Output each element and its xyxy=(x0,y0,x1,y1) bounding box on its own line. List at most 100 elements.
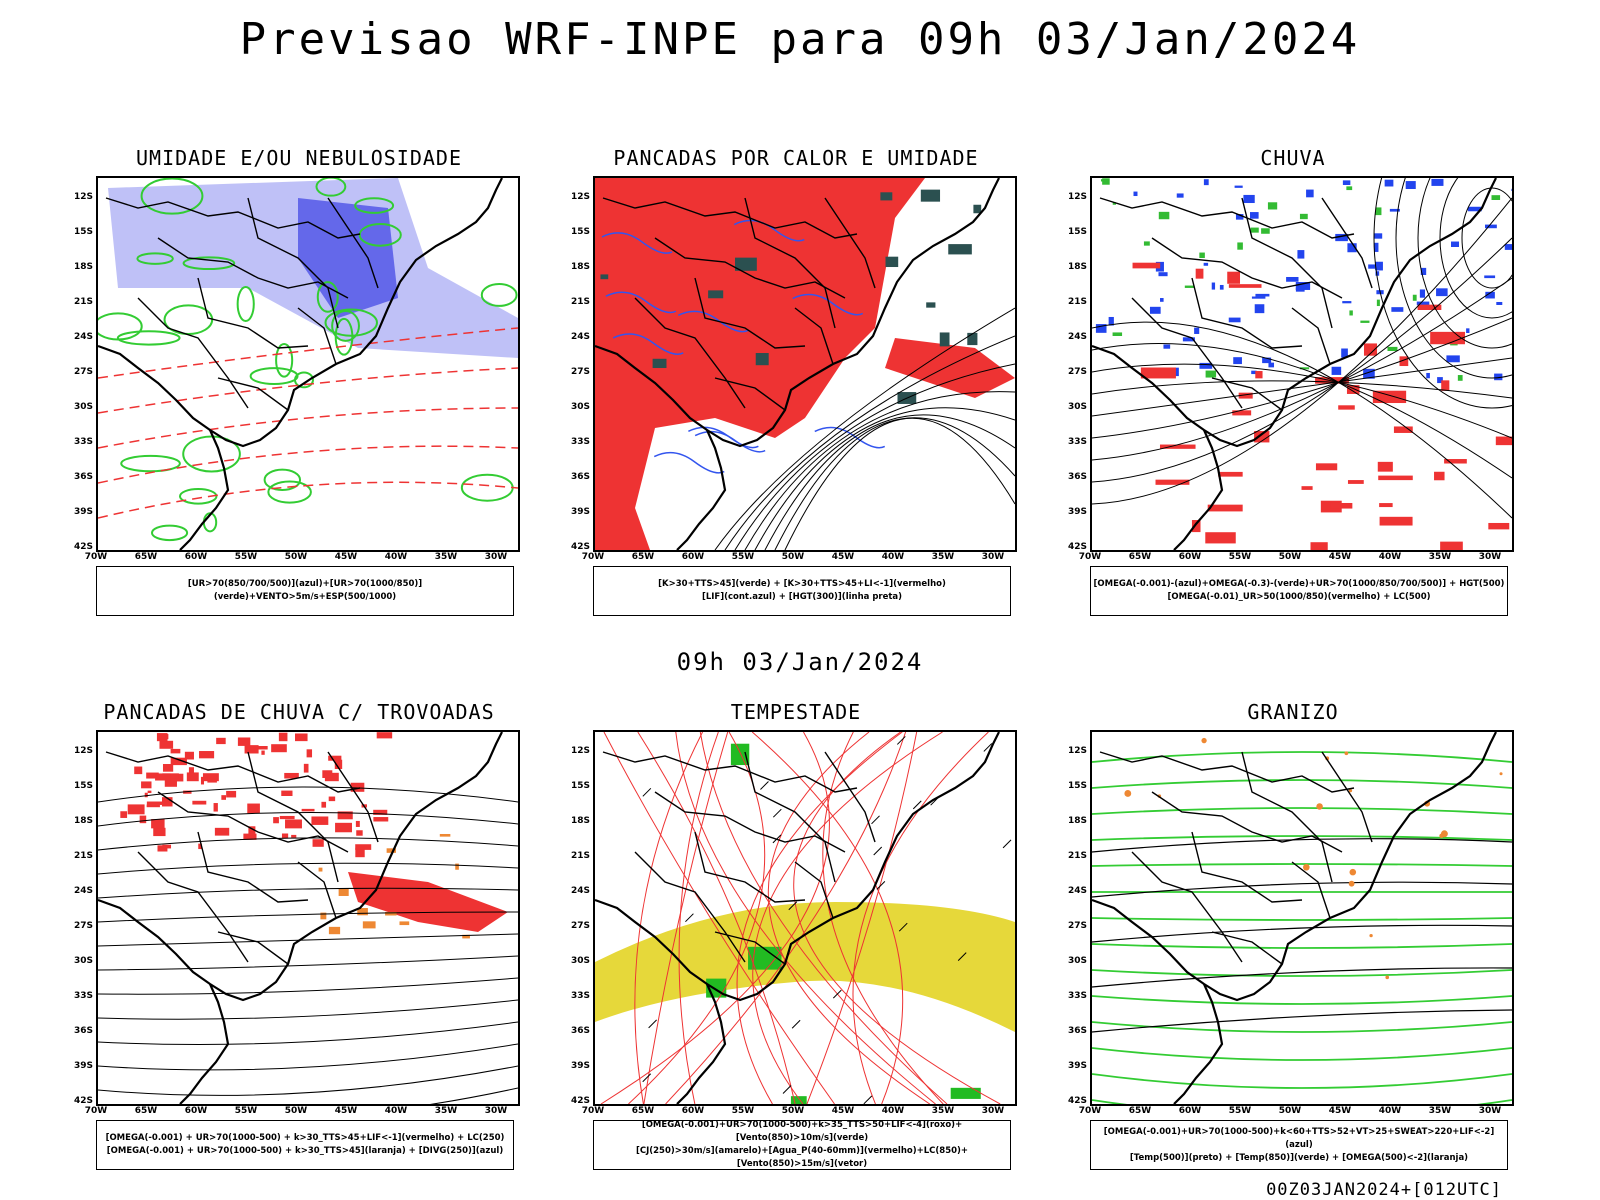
lon-tick-label: 40W xyxy=(881,552,905,562)
legend-line: [OMEGA(-0.01)_UR>50(1000/850)(vermelho) … xyxy=(1167,592,1431,602)
panel-legend: [OMEGA(-0.001)-(azul)+OMEGA(-0.3)-(verde… xyxy=(1090,566,1508,616)
lon-tick-label: 60W xyxy=(184,1106,208,1116)
panel-title: PANCADAS POR CALOR E UMIDADE xyxy=(613,146,979,170)
lon-tick-label: 30W xyxy=(484,552,508,562)
lon-tick-label: 40W xyxy=(1378,552,1402,562)
lon-tick-label: 35W xyxy=(1428,1106,1452,1116)
lat-tick-label: 27S xyxy=(73,367,93,377)
panel-legend: [OMEGA(-0.001) + UR>70(1000-500) + k>30_… xyxy=(96,1120,514,1170)
lon-tick-label: 30W xyxy=(1478,552,1502,562)
footer-run-label: 00Z03JAN2024+[012UTC] xyxy=(1266,1180,1502,1200)
legend-line: [Temp(500)](preto) + [Temp(850)](verde) … xyxy=(1129,1152,1469,1163)
legend-line: [OMEGA(-0.001)+UR>70(1000-500)+k>35_TTS>… xyxy=(641,1120,963,1143)
lat-tick-label: 33S xyxy=(570,437,590,447)
legend-line: [UR>70(850/700/500)](azul)+[UR>70(1000/8… xyxy=(187,579,423,602)
lat-tick-label: 18S xyxy=(1067,816,1087,826)
panel-legend: [OMEGA(-0.001)+UR>70(1000-500)+k>35_TTS>… xyxy=(593,1120,1011,1170)
lon-tick-label: 30W xyxy=(484,1106,508,1116)
lon-tick-label: 30W xyxy=(981,552,1005,562)
lat-tick-label: 24S xyxy=(73,332,93,342)
lon-tick-label: 65W xyxy=(1128,552,1152,562)
lat-tick-label: 12S xyxy=(570,192,590,202)
legend-line: [LIF](cont.azul) + [HGT(300)](linha pret… xyxy=(701,592,903,602)
lat-tick-label: 24S xyxy=(1067,886,1087,896)
lon-tick-label: 55W xyxy=(731,1106,755,1116)
panel-title: UMIDADE E/OU NEBULOSIDADE xyxy=(135,146,463,170)
legend-line: [OMEGA(-0.001) + UR>70(1000-500) + k>30_… xyxy=(105,1133,505,1143)
lon-tick-label: 35W xyxy=(434,1106,458,1116)
lat-tick-label: 12S xyxy=(1067,746,1087,756)
lon-tick-label: 55W xyxy=(1228,1106,1252,1116)
lat-tick-label: 33S xyxy=(570,991,590,1001)
map-frame xyxy=(96,176,520,552)
lat-tick-label: 21S xyxy=(570,297,590,307)
lat-tick-label: 12S xyxy=(73,746,93,756)
lat-tick-label: 15S xyxy=(570,781,590,791)
lon-tick-label: 45W xyxy=(831,552,855,562)
lon-tick-label: 70W xyxy=(581,1106,605,1116)
weather-map xyxy=(98,732,518,1104)
panel-legend: [OMEGA(-0.001)+UR>70(1000-500)+k<60+TTS>… xyxy=(1090,1120,1508,1170)
weather-map xyxy=(595,732,1015,1104)
lon-tick-label: 60W xyxy=(681,552,705,562)
map-frame xyxy=(96,730,520,1106)
lat-tick-label: 39S xyxy=(570,507,590,517)
legend-line: [OMEGA(-0.001) + UR>70(1000-500) + k>30_… xyxy=(106,1146,504,1156)
lon-tick-label: 50W xyxy=(284,1106,308,1116)
lon-tick-label: 50W xyxy=(1278,552,1302,562)
lat-tick-label: 21S xyxy=(73,297,93,307)
map-frame xyxy=(1090,730,1514,1106)
lon-tick-label: 40W xyxy=(384,1106,408,1116)
lon-tick-label: 65W xyxy=(631,552,655,562)
lon-tick-label: 50W xyxy=(781,552,805,562)
lat-tick-label: 24S xyxy=(1067,332,1087,342)
panel-title: GRANIZO xyxy=(1247,700,1339,724)
lon-tick-label: 65W xyxy=(134,552,158,562)
map-panel-2: PANCADAS POR CALOR E UMIDADE 12S 15S 18S 21S… xyxy=(556,146,1036,616)
map-panel-4: PANCADAS DE CHUVA C/ TROVOADAS 12S 15S 18S 2… xyxy=(59,700,539,1170)
map-panel-1: UMIDADE E/OU NEBULOSIDADE 12S 15S 18S 21S 24S… xyxy=(59,146,539,616)
weather-map xyxy=(98,178,518,550)
lat-tick-label: 42S xyxy=(1067,542,1087,552)
lat-tick-label: 27S xyxy=(570,367,590,377)
lat-tick-label: 36S xyxy=(1067,472,1087,482)
lat-tick-label: 15S xyxy=(570,227,590,237)
map-panel-5: TEMPESTADE 12S 15S 18S 21S 24S 27S 30S 33S 36S 39S… xyxy=(556,700,1036,1170)
lon-tick-label: 70W xyxy=(84,1106,108,1116)
lat-tick-label: 18S xyxy=(570,816,590,826)
lat-tick-label: 21S xyxy=(1067,297,1087,307)
lat-tick-label: 24S xyxy=(570,886,590,896)
legend-line: [K>30+TTS>45](verde) + [K>30+TTS>45+LI<-… xyxy=(658,579,946,589)
lat-tick-label: 42S xyxy=(570,1096,590,1106)
lat-tick-label: 36S xyxy=(73,472,93,482)
lat-tick-label: 33S xyxy=(1067,991,1087,1001)
lat-tick-label: 42S xyxy=(1067,1096,1087,1106)
lat-tick-label: 15S xyxy=(1067,227,1087,237)
lat-tick-label: 39S xyxy=(73,507,93,517)
lat-tick-label: 30S xyxy=(73,402,93,412)
lat-tick-label: 18S xyxy=(73,262,93,272)
lon-tick-label: 40W xyxy=(384,552,408,562)
lat-tick-label: 30S xyxy=(570,956,590,966)
lon-tick-label: 35W xyxy=(1428,552,1452,562)
lat-tick-label: 12S xyxy=(570,746,590,756)
lat-tick-label: 39S xyxy=(73,1061,93,1071)
map-panel-3: CHUVA 12S 15S 18S 21S 24S 27S 30S 33S 36S 39S 42S 70… xyxy=(1053,146,1533,616)
lat-tick-label: 18S xyxy=(1067,262,1087,272)
lon-tick-label: 30W xyxy=(981,1106,1005,1116)
lat-tick-label: 18S xyxy=(73,816,93,826)
lat-tick-label: 15S xyxy=(1067,781,1087,791)
lat-tick-label: 33S xyxy=(73,437,93,447)
lat-tick-label: 12S xyxy=(1067,192,1087,202)
map-panel-6: GRANIZO 12S 15S 18S 21S 24S 27S 30S 33S 36S 39S 42S… xyxy=(1053,700,1533,1170)
lat-tick-label: 27S xyxy=(1067,921,1087,931)
lon-tick-label: 45W xyxy=(1328,552,1352,562)
panel-title: TEMPESTADE xyxy=(730,700,862,724)
lat-tick-label: 18S xyxy=(570,262,590,272)
panel-legend: [UR>70(850/700/500)](azul)+[UR>70(1000/8… xyxy=(96,566,514,616)
lat-tick-label: 33S xyxy=(1067,437,1087,447)
lon-tick-label: 55W xyxy=(1228,552,1252,562)
lat-tick-label: 30S xyxy=(73,956,93,966)
lon-tick-label: 60W xyxy=(1178,1106,1202,1116)
map-frame xyxy=(593,176,1017,552)
